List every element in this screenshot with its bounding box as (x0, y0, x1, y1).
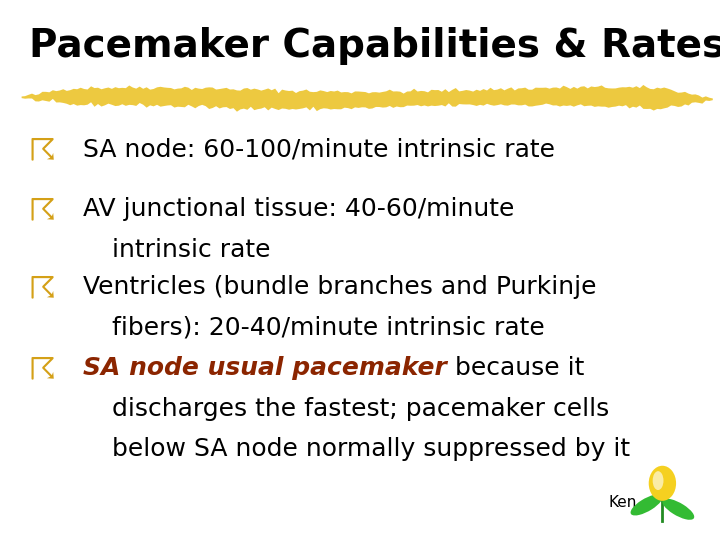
Text: AV junctional tissue: 40-60/minute: AV junctional tissue: 40-60/minute (83, 197, 514, 221)
Text: ☈: ☈ (29, 275, 56, 305)
Text: SA node: 60-100/minute intrinsic rate: SA node: 60-100/minute intrinsic rate (83, 138, 555, 161)
Text: fibers): 20-40/minute intrinsic rate: fibers): 20-40/minute intrinsic rate (112, 316, 544, 340)
Text: below SA node normally suppressed by it: below SA node normally suppressed by it (112, 437, 630, 461)
Text: SA node usual pacemaker: SA node usual pacemaker (83, 356, 446, 380)
Ellipse shape (653, 471, 664, 490)
Text: Pacemaker Capabilities & Rates: Pacemaker Capabilities & Rates (29, 27, 720, 65)
Text: because it: because it (446, 356, 584, 380)
Ellipse shape (631, 494, 662, 516)
Text: ☈: ☈ (29, 197, 56, 226)
Ellipse shape (649, 465, 676, 501)
Text: Ken: Ken (608, 495, 636, 510)
Text: ☈: ☈ (29, 356, 56, 386)
Text: ☈: ☈ (29, 138, 56, 167)
Text: Ventricles (bundle branches and Purkinje: Ventricles (bundle branches and Purkinje (83, 275, 596, 299)
Text: discharges the fastest; pacemaker cells: discharges the fastest; pacemaker cells (112, 397, 609, 421)
Polygon shape (22, 85, 713, 112)
Ellipse shape (662, 498, 694, 520)
Text: intrinsic rate: intrinsic rate (112, 238, 270, 261)
